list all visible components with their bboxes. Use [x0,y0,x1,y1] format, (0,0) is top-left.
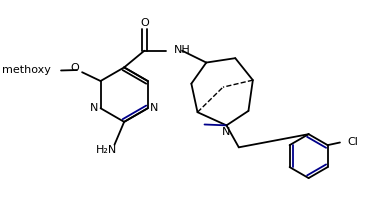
Text: NH: NH [174,45,191,55]
Text: methoxy: methoxy [1,65,50,75]
Text: Cl: Cl [348,137,359,147]
Text: N: N [90,103,98,113]
Text: N: N [150,103,158,113]
Text: O: O [140,18,149,28]
Text: O: O [71,63,79,73]
Text: H₂N: H₂N [96,145,117,155]
Text: N: N [222,127,230,137]
